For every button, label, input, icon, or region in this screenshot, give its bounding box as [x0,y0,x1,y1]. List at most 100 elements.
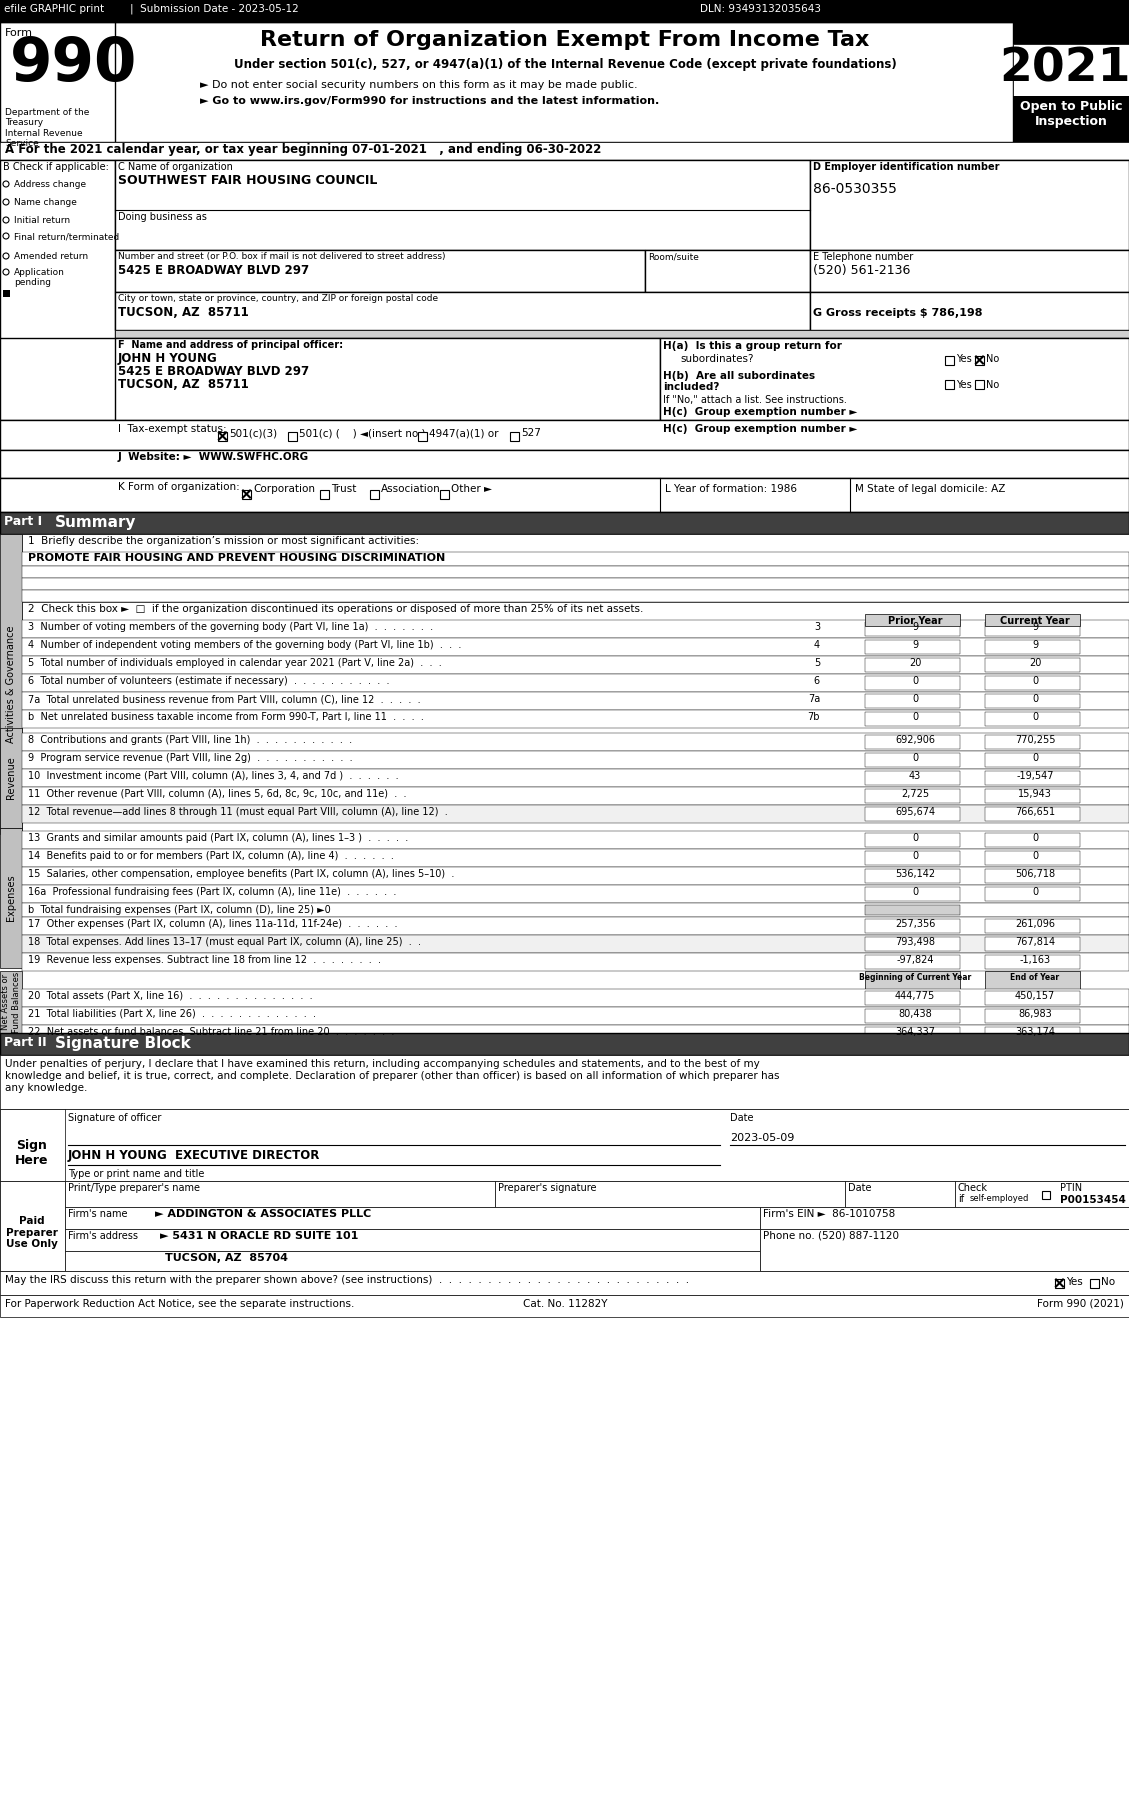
Text: 0: 0 [912,887,918,896]
Text: 11  Other revenue (Part VIII, column (A), lines 5, 6d, 8c, 9c, 10c, and 11e)  . : 11 Other revenue (Part VIII, column (A),… [28,789,406,798]
Text: A For the 2021 calendar year, or tax year beginning 07-01-2021   , and ending 06: A For the 2021 calendar year, or tax yea… [5,143,602,156]
Bar [984,713,1080,726]
Text: 692,906: 692,906 [895,735,935,746]
Bar [21,566,1129,579]
Text: -97,824: -97,824 [896,954,934,965]
Text: Under penalties of perjury, I declare that I have examined this return, includin: Under penalties of perjury, I declare th… [5,1059,760,1068]
Circle shape [3,252,9,259]
Text: Trust: Trust [331,484,357,493]
Text: 86,983: 86,983 [1018,1009,1052,1019]
Bar [21,533,1129,551]
Text: Date: Date [848,1183,872,1194]
Text: 5425 E BROADWAY BLVD 297: 5425 E BROADWAY BLVD 297 [119,365,309,377]
Text: Signature of officer: Signature of officer [68,1114,161,1123]
Text: No: No [986,379,999,390]
Bar [809,250,1129,292]
Text: 16a  Professional fundraising fees (Part IX, column (A), line 11e)  .  .  .  .  : 16a Professional fundraising fees (Part … [28,887,396,896]
Text: DLN: 93493132035643: DLN: 93493132035643 [700,4,821,15]
Text: 22  Net assets or fund balances. Subtract line 21 from line 20  .  .  .  .  .  .: 22 Net assets or fund balances. Subtract… [28,1027,394,1038]
Bar [21,751,1129,769]
Bar [21,1007,1129,1025]
Text: Summary: Summary [55,515,137,530]
Text: any knowledge.: any knowledge. [5,1083,87,1094]
Bar [865,735,960,749]
Text: 0: 0 [1032,833,1038,844]
Bar [984,833,1080,847]
Text: SOUTHWEST FAIR HOUSING COUNCIL: SOUTHWEST FAIR HOUSING COUNCIL [119,174,377,187]
Bar [865,753,960,767]
Text: 695,674: 695,674 [895,807,935,816]
Text: For Paperwork Reduction Act Notice, see the separate instructions.: For Paperwork Reduction Act Notice, see … [5,1299,355,1310]
Bar [984,622,1080,637]
Text: Type or print name and title: Type or print name and title [68,1168,204,1179]
Bar [0,727,21,827]
Bar [1054,1279,1064,1288]
Bar [21,709,1129,727]
Text: K Form of organization:: K Form of organization: [119,483,239,492]
Bar [984,640,1080,655]
Text: Beginning of Current Year: Beginning of Current Year [859,972,971,981]
Text: City or town, state or province, country, and ZIP or foreign postal code: City or town, state or province, country… [119,294,438,303]
Text: 15,943: 15,943 [1018,789,1052,798]
Bar [21,602,1129,620]
Bar [865,613,960,626]
Bar [21,657,1129,675]
Text: 2  Check this box ►  □  if the organization discontinued its operations or dispo: 2 Check this box ► □ if the organization… [28,604,644,613]
Bar [0,512,1129,533]
Bar [984,954,1080,969]
Bar [218,432,227,441]
Bar [115,337,660,421]
Text: 20: 20 [1029,658,1041,668]
Text: 6: 6 [814,677,820,686]
Bar [21,579,1129,590]
Text: 7a  Total unrelated business revenue from Part VIII, column (C), line 12  .  .  : 7a Total unrelated business revenue from… [28,695,421,704]
Text: Association: Association [380,484,440,493]
Bar [288,432,297,441]
Bar [984,658,1080,671]
Text: 2023-05-09: 2023-05-09 [730,1134,795,1143]
Bar [984,990,1080,1005]
Bar [865,622,960,637]
Text: TUCSON, AZ  85711: TUCSON, AZ 85711 [119,377,248,392]
Bar [242,490,251,499]
Bar [0,1032,1129,1056]
Text: I  Tax-exempt status:: I Tax-exempt status: [119,424,227,434]
Bar [865,789,960,804]
Bar [0,337,1129,421]
Text: 7a: 7a [807,695,820,704]
Text: 793,498: 793,498 [895,938,935,947]
Bar [21,787,1129,805]
Text: 0: 0 [912,713,918,722]
Text: JOHN H YOUNG: JOHN H YOUNG [119,352,218,365]
Bar [65,1181,495,1206]
Text: P00153454: P00153454 [1060,1195,1126,1204]
Bar [760,1206,1129,1230]
Text: 261,096: 261,096 [1015,920,1054,929]
Text: 9: 9 [912,640,918,649]
Bar [0,827,21,969]
Circle shape [3,181,9,187]
Bar [21,885,1129,903]
Bar [3,290,10,297]
Bar [0,1108,1129,1181]
Text: |  Submission Date - 2023-05-12: | Submission Date - 2023-05-12 [130,4,299,15]
Bar [115,330,1129,337]
Text: 12  Total revenue—add lines 8 through 11 (must equal Part VIII, column (A), line: 12 Total revenue—add lines 8 through 11 … [28,807,448,816]
Bar [865,807,960,822]
Text: Phone no. (520) 887-1120: Phone no. (520) 887-1120 [763,1232,899,1241]
Text: Check: Check [959,1183,988,1194]
Text: 0: 0 [1032,695,1038,704]
Bar [865,869,960,883]
Circle shape [3,218,9,223]
Text: 990: 990 [10,34,138,94]
Text: Activities & Governance: Activities & Governance [6,626,16,742]
Bar [440,490,449,499]
Bar [984,1027,1080,1041]
Bar [21,769,1129,787]
Text: (520) 561-2136: (520) 561-2136 [813,265,910,278]
Text: 0: 0 [912,851,918,862]
Bar [865,920,960,932]
Bar [865,1027,960,1041]
Text: Firm's name: Firm's name [68,1208,128,1219]
Bar [945,356,954,365]
